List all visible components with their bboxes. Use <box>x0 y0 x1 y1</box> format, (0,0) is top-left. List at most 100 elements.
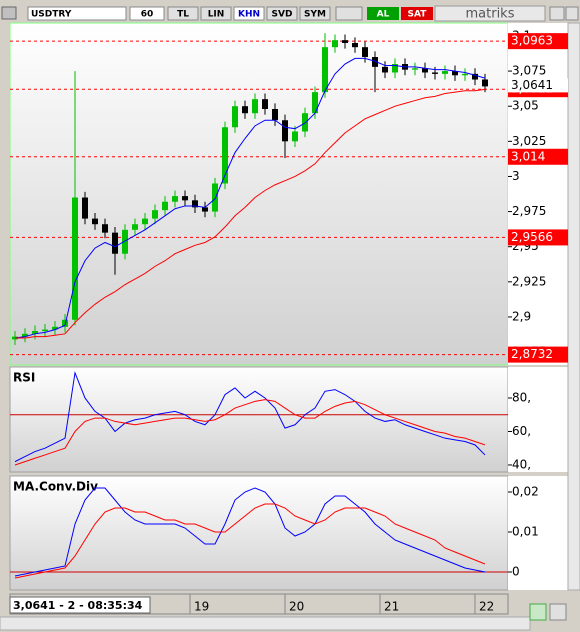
candle-body <box>202 207 208 212</box>
toolbar-button[interactable] <box>299 6 331 21</box>
brand-box <box>434 5 546 22</box>
candle-body <box>362 47 368 58</box>
candle-body <box>252 99 258 114</box>
x-tick-label: 19 <box>194 600 209 614</box>
x-tick-label: 21 <box>384 600 399 614</box>
candle-body <box>272 109 278 121</box>
candle-body <box>112 232 118 254</box>
tool-icon[interactable] <box>335 6 363 21</box>
candle-body <box>172 196 178 202</box>
candle-body <box>432 72 438 74</box>
y-tick-label: 2,975 <box>512 204 546 218</box>
candle-body <box>302 113 308 132</box>
vertical-scrollbar[interactable] <box>567 22 580 591</box>
candle-body <box>72 197 78 320</box>
status-box <box>9 596 151 614</box>
panel-title: MA.Conv.Div <box>13 480 98 494</box>
close-button[interactable] <box>565 6 579 21</box>
candle-body <box>372 57 378 67</box>
rsi-axis <box>508 367 568 472</box>
candle-body <box>122 229 128 254</box>
toolbar-button[interactable] <box>200 6 232 21</box>
candle-body <box>42 329 48 331</box>
y-tick-label: 3,05 <box>512 99 539 113</box>
last-price-label: 3,0641 <box>511 78 553 92</box>
sell-label: SAT <box>408 10 428 20</box>
candle-body <box>312 92 318 114</box>
candle-body <box>222 127 228 184</box>
toolbar-button-label: TL <box>177 10 189 20</box>
candle-body <box>452 71 458 76</box>
y-tick-label: 0,01 <box>512 525 539 539</box>
y-tick-label: 60, <box>512 424 531 438</box>
buy-button[interactable] <box>367 7 399 20</box>
candle-body <box>132 224 138 230</box>
toolbar-button[interactable] <box>167 6 199 21</box>
candle-body <box>142 218 148 225</box>
y-tick-label: 0,02 <box>512 485 539 499</box>
y-tick-label: 3,075 <box>512 64 546 78</box>
candle-body <box>342 40 348 43</box>
candle-body <box>462 73 468 76</box>
indicator-line <box>14 370 486 463</box>
level-box <box>508 229 568 246</box>
y-tick-label: 3 <box>512 169 520 183</box>
candle-body <box>52 326 58 330</box>
brand: matriks <box>466 7 515 22</box>
last-price-box <box>508 78 568 93</box>
toolbar-button-label: LIN <box>208 10 225 20</box>
indicator-line <box>14 487 486 577</box>
y-tick-label: 3,025 <box>512 134 546 148</box>
y-tick-label: 2,9 <box>512 309 531 323</box>
candle-body <box>332 40 338 48</box>
period-box[interactable] <box>129 6 165 21</box>
candle-body <box>32 330 38 334</box>
rsi-panel <box>9 366 509 473</box>
x-tick-label: 20 <box>289 600 304 614</box>
candle-body <box>472 73 478 80</box>
candle-body <box>22 333 28 337</box>
settings-button[interactable] <box>549 603 567 621</box>
x-tick-label: 22 <box>479 600 494 614</box>
toolbar-icon[interactable] <box>1 6 17 20</box>
candle-body <box>442 71 448 74</box>
candle-body <box>162 201 168 211</box>
toolbar-button-label: SYM <box>304 10 326 20</box>
candle-body <box>262 99 268 110</box>
y-tick-label: 80, <box>512 390 531 404</box>
candle-body <box>152 210 158 219</box>
candle-body <box>352 42 358 48</box>
level-box <box>508 33 568 50</box>
horizontal-scrollbar[interactable] <box>0 616 531 631</box>
candle-body <box>412 68 418 70</box>
candle-body <box>482 79 488 87</box>
symbol: USDTRY <box>31 10 72 20</box>
candle-body <box>92 218 98 225</box>
toolbar-button[interactable] <box>233 6 265 21</box>
indicator-line <box>14 503 486 579</box>
level-label: 2,8732 <box>511 347 553 361</box>
toolbar-button-label: KHN <box>238 10 260 20</box>
level-label: 2,9566 <box>511 230 553 244</box>
symbol-box[interactable] <box>27 6 127 21</box>
candle-body <box>232 106 238 128</box>
candle-body <box>292 131 298 142</box>
level-label: 3,014 <box>511 149 545 163</box>
y-tick-label: 40, <box>512 457 531 471</box>
price-panel <box>9 22 509 366</box>
sell-button[interactable] <box>401 7 433 20</box>
macd-axis <box>508 476 568 590</box>
candle-body <box>242 106 248 114</box>
toolbar-button[interactable] <box>266 6 298 21</box>
y-tick-label: 0 <box>512 565 520 579</box>
window-button[interactable] <box>549 6 565 21</box>
status: 3,0641 - 2 - 08:35:34 <box>13 599 143 612</box>
toolbar-button-label: SVD <box>272 10 293 20</box>
candle-body <box>102 224 108 233</box>
candle-body <box>282 120 288 142</box>
indicator-line <box>14 399 486 466</box>
refresh-button[interactable] <box>529 603 547 621</box>
y-tick-label: 2,925 <box>512 274 546 288</box>
